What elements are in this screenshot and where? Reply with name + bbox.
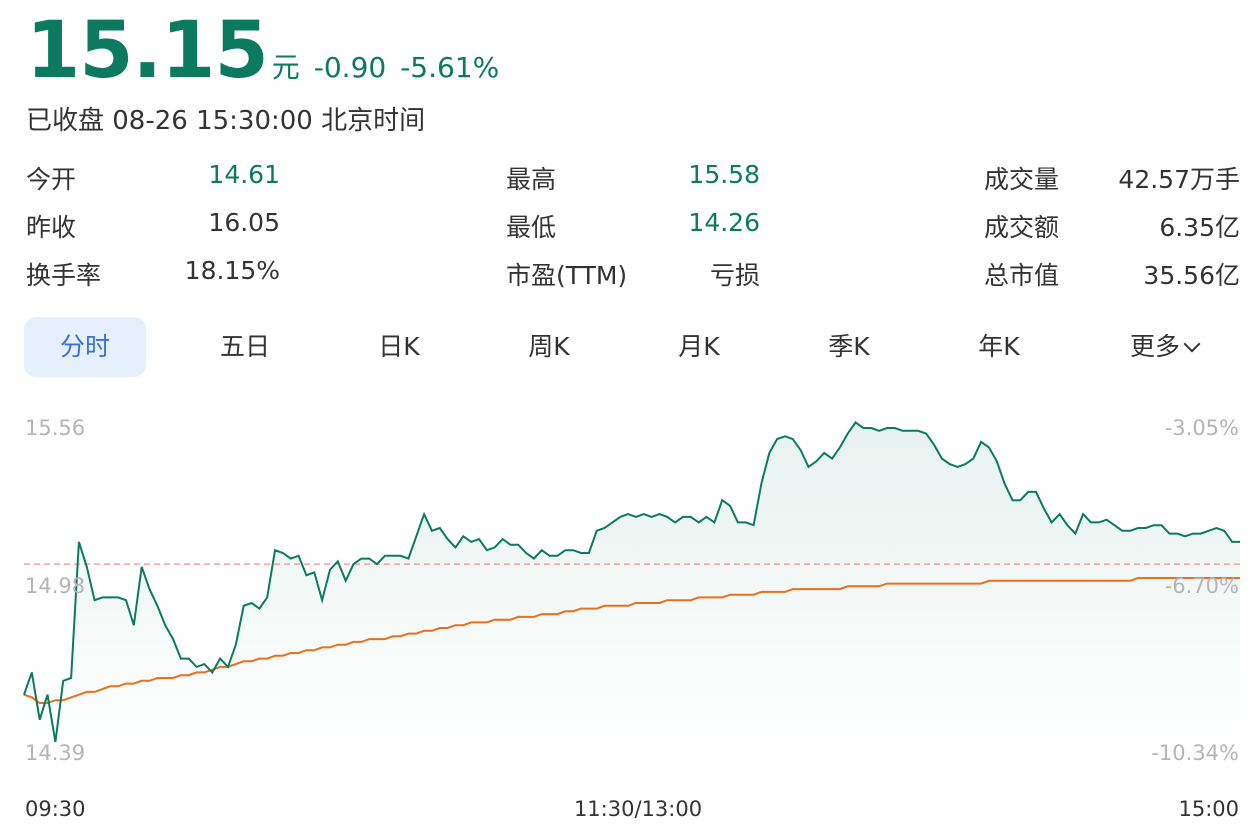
- chevron-down-icon: [1183, 335, 1201, 353]
- chart-period-tabs: 分时 五日 日K 周K 月K 季K 年K 更多: [24, 317, 1238, 377]
- stat-label: 最低: [506, 213, 557, 242]
- stat-value: 35.56亿: [1143, 261, 1240, 290]
- tab-label: 年K: [978, 332, 1020, 361]
- x-axis-tick: 11:30/13:00: [574, 797, 702, 821]
- tab-intraday[interactable]: 分时: [24, 317, 146, 377]
- tab-label: 更多: [1129, 332, 1180, 361]
- tab-yearly-k[interactable]: 年K: [938, 317, 1060, 377]
- stat-value: 15.58: [688, 160, 760, 189]
- market-status: 已收盘 08-26 15:30:00 北京时间: [26, 106, 426, 136]
- stats-row: 今开 14.61 最高 15.58 成交量 42.57万手: [26, 152, 1240, 200]
- currency-unit: 元: [271, 51, 300, 84]
- tab-five-day[interactable]: 五日: [184, 317, 306, 377]
- x-axis-tick: 09:30: [25, 797, 86, 821]
- tab-label: 季K: [828, 332, 870, 361]
- tab-label: 月K: [678, 332, 720, 361]
- stat-label: 昨收: [26, 213, 77, 242]
- stat-label: 换手率: [26, 261, 102, 290]
- tab-more[interactable]: 更多: [1104, 317, 1224, 377]
- stat-label: 最高: [506, 165, 557, 194]
- x-axis-tick: 15:00: [1178, 797, 1239, 821]
- price-change: -0.90: [313, 51, 387, 84]
- price-line: [23, 420, 1240, 743]
- stat-label: 总市值: [984, 261, 1060, 290]
- tab-label: 周K: [528, 332, 570, 361]
- tab-label: 日K: [378, 332, 420, 361]
- price-header: 15.15 元 -0.90 -5.61%: [26, 6, 499, 96]
- tab-label: 分时: [59, 332, 110, 361]
- stat-value: 6.35亿: [1159, 213, 1240, 242]
- y-axis-tick-left: 14.98: [25, 574, 85, 598]
- y-axis-tick-right: -3.05%: [1165, 416, 1239, 440]
- stat-value: 14.61: [208, 160, 280, 189]
- tab-monthly-k[interactable]: 月K: [638, 317, 760, 377]
- tab-quarterly-k[interactable]: 季K: [788, 317, 910, 377]
- stat-value: 16.05: [208, 208, 280, 237]
- stats-row: 换手率 18.15% 市盈(TTM) 亏损 总市值 35.56亿: [26, 248, 1240, 296]
- stat-value: 14.26: [688, 208, 760, 237]
- y-axis-tick-right: -10.34%: [1151, 741, 1239, 765]
- stats-row: 昨收 16.05 最低 14.26 成交额 6.35亿: [26, 200, 1240, 248]
- tab-label: 五日: [219, 332, 270, 361]
- tab-daily-k[interactable]: 日K: [338, 317, 460, 377]
- intraday-chart: 15.56 14.98 14.39 -3.05% -6.70% -10.34% 09:30 1…: [23, 416, 1244, 821]
- price-area-fill: [24, 422, 1240, 753]
- tab-weekly-k[interactable]: 周K: [488, 317, 610, 377]
- stat-value: 18.15%: [184, 256, 280, 285]
- last-price: 15.15: [26, 6, 269, 96]
- stat-label: 成交量: [984, 165, 1060, 194]
- price-change-pct: -5.61%: [400, 51, 500, 84]
- stat-label: 市盈(TTM): [506, 261, 628, 290]
- stat-value: 42.57万手: [1118, 165, 1240, 194]
- y-axis-tick-right: -6.70%: [1165, 574, 1239, 598]
- stat-value: 亏损: [709, 261, 760, 290]
- y-axis-tick-left: 15.56: [25, 416, 85, 440]
- y-axis-tick-left: 14.39: [25, 741, 85, 765]
- stat-label: 成交额: [984, 213, 1060, 242]
- stats-table: 今开 14.61 最高 15.58 成交量 42.57万手 昨收 16.05 最…: [26, 152, 1240, 296]
- stat-label: 今开: [26, 165, 77, 194]
